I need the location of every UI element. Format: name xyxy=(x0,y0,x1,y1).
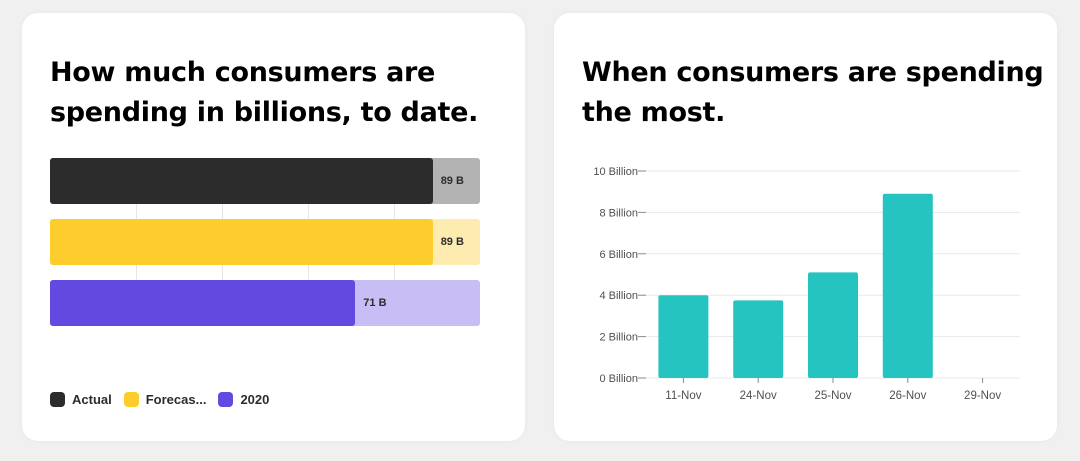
legend-item[interactable]: Forecas... xyxy=(123,391,207,407)
chart-legend: Actual Forecas... 2020 xyxy=(50,389,281,409)
x-tick-label: 24-Nov xyxy=(740,390,777,402)
y-tick-label: 2 Billion xyxy=(599,332,638,344)
column-bar[interactable] xyxy=(882,193,933,378)
spending-by-day-title: When consumers are spending the most. xyxy=(582,57,1044,128)
legend-label: 2020 xyxy=(240,391,270,407)
y-tick-label: 4 Billion xyxy=(599,290,638,302)
bar[interactable] xyxy=(50,158,433,204)
legend-swatch xyxy=(218,391,234,407)
spending-to-date-title: How much consumers are spending in billi… xyxy=(50,57,479,128)
bar-value-label: 71 B xyxy=(363,297,387,309)
y-tick-label: 6 Billion xyxy=(599,249,638,261)
spending-bar-chart: 89 B 89 B 71 B xyxy=(50,158,480,326)
legend-swatch xyxy=(123,391,139,407)
y-tick-label: 10 Billion xyxy=(593,166,638,178)
legend-label: Actual xyxy=(72,391,112,407)
x-tick-label: 11-Nov xyxy=(665,390,701,402)
x-tick-label: 26-Nov xyxy=(889,390,926,402)
column-bar[interactable] xyxy=(808,272,858,378)
x-tick-label: 29-Nov xyxy=(964,390,1001,402)
legend-item[interactable]: 2020 xyxy=(218,391,270,407)
legend-label: Forecas... xyxy=(145,391,207,407)
column-bar[interactable] xyxy=(733,300,784,378)
y-tick-label: 0 Billion xyxy=(599,373,638,385)
bar[interactable] xyxy=(50,219,433,265)
legend-item[interactable]: Actual xyxy=(50,391,112,407)
spending-to-date-card: How much consumers are spending in billi… xyxy=(22,13,525,441)
spending-by-day-chart: 0 Billion 2 Billion 4 Billion 6 Billion 8 Bi… xyxy=(593,166,1020,402)
spending-by-day-card: When consumers are spending the most. 0 … xyxy=(554,13,1057,441)
bar[interactable] xyxy=(50,280,356,326)
bar-value-label: 89 B xyxy=(440,236,464,248)
y-tick-label: 8 Billion xyxy=(599,207,638,219)
x-tick-label: 25-Nov xyxy=(814,390,851,402)
column-bar[interactable] xyxy=(658,295,709,378)
bar-value-label: 89 B xyxy=(440,175,464,187)
legend-swatch xyxy=(50,391,65,407)
